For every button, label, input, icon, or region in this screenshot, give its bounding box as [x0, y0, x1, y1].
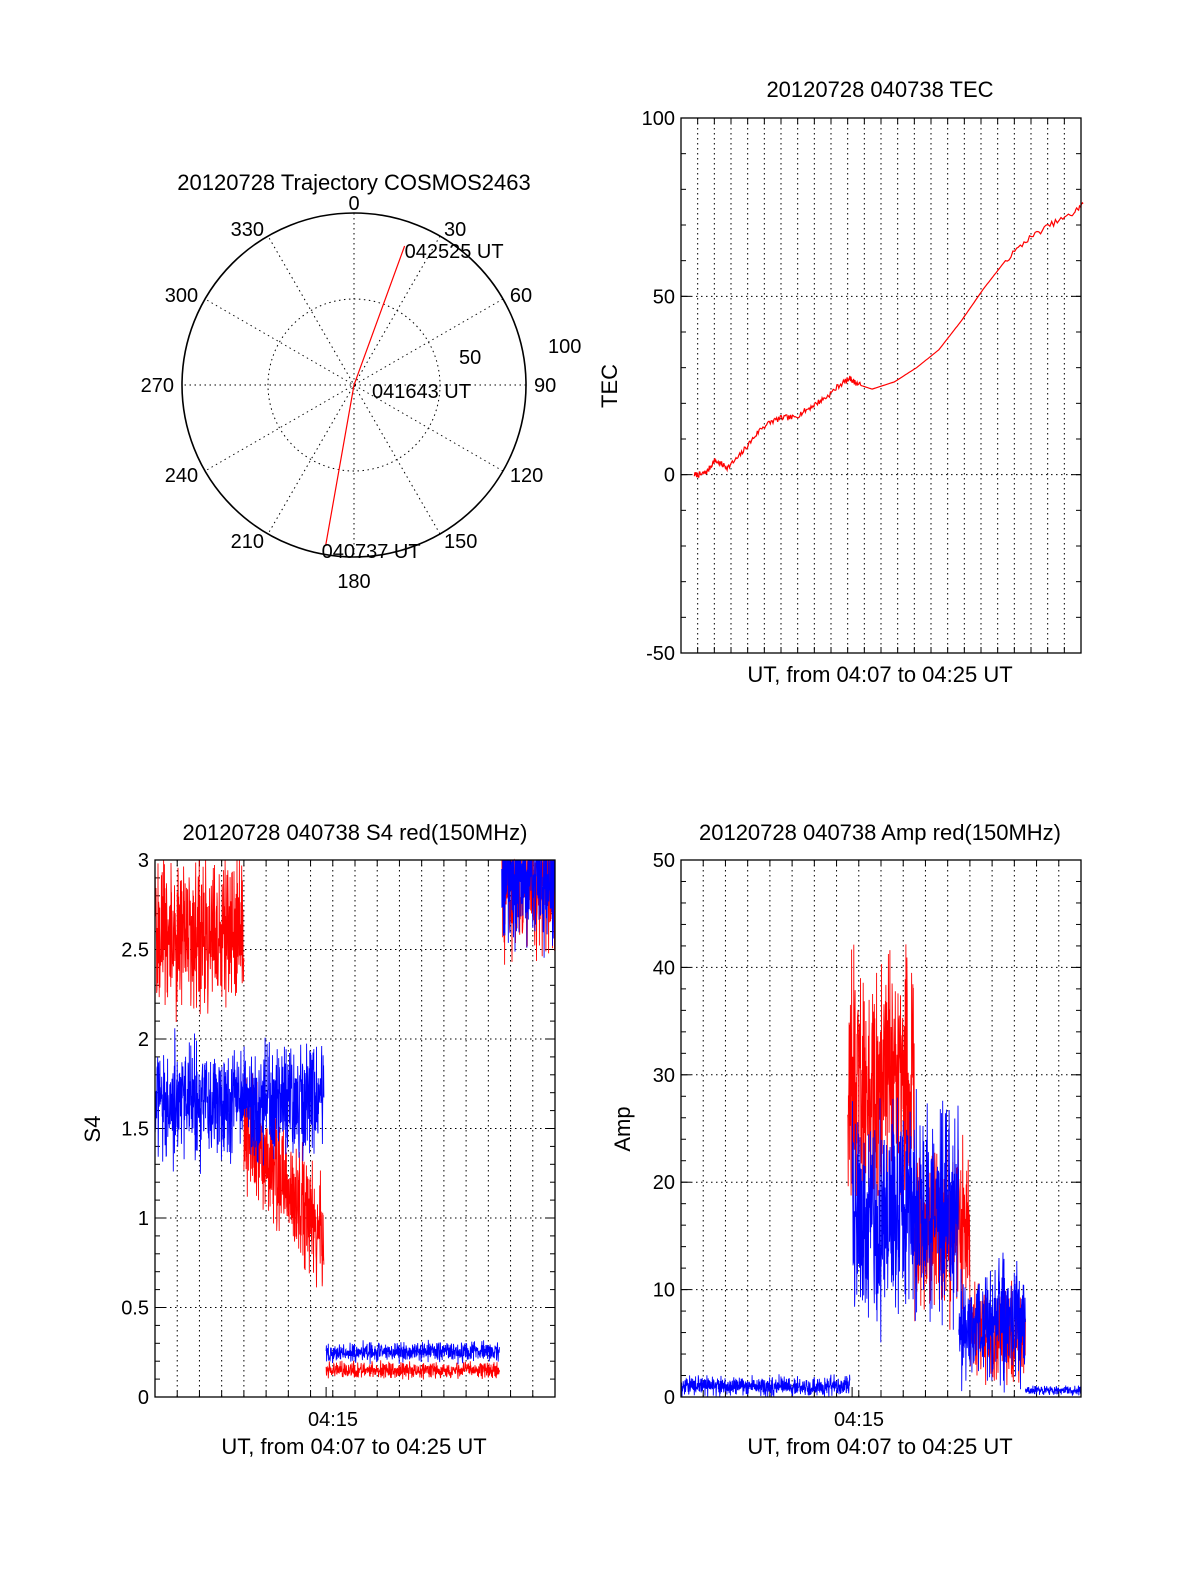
y-tick-label: 0	[664, 1387, 675, 1409]
y-tick-label: 30	[653, 1065, 675, 1087]
polar-azimuth-label: 330	[231, 219, 264, 241]
polar-azimuth-label: 0	[348, 193, 359, 215]
tec-x-label: UT, from 04:07 to 04:25 UT	[747, 662, 1012, 687]
trajectory-line	[325, 245, 406, 547]
y-tick-label: 2.5	[121, 940, 149, 962]
s4-x-label: UT, from 04:07 to 04:25 UT	[221, 1434, 486, 1459]
y-tick-label: 3	[138, 850, 149, 872]
y-tick-label: 100	[642, 108, 675, 130]
blue-series-segment	[325, 1339, 500, 1365]
trajectory-annotation: 040737 UT	[322, 541, 421, 563]
trajectory-annotation: 042525 UT	[405, 241, 504, 263]
polar-azimuth-label: 120	[510, 465, 543, 487]
s4-plot-frame	[154, 859, 556, 1398]
s4-panel: 20120728 040738 S4 red(150MHz) 0 0.5 1 1.5 2…	[80, 820, 556, 1459]
blue-series-segment	[501, 859, 556, 958]
y-tick-label: 50	[653, 850, 675, 872]
tec-panel: 20120728 040738 TEC -50 0 50 100 UT, from 0…	[597, 77, 1084, 687]
red-series-segment	[325, 1360, 500, 1380]
amp-panel: 20120728 040738 Amp red(150MHz) 0 10 20 30 4…	[610, 820, 1082, 1459]
tec-y-label: TEC	[597, 364, 622, 408]
polar-title: 20120728 Trajectory COSMOS2463	[177, 170, 530, 195]
trajectory-annotations: 042525 UT 041643 UT 040737 UT	[322, 241, 504, 563]
y-tick-label: 20	[653, 1172, 675, 1194]
amp-x-label: UT, from 04:07 to 04:25 UT	[747, 1434, 1012, 1459]
red-series-segment	[154, 859, 245, 1023]
polar-azimuth-label: 30	[444, 219, 466, 241]
red-series-segment	[847, 944, 915, 1210]
blue-series-segment	[851, 1088, 960, 1343]
tec-title: 20120728 040738 TEC	[766, 77, 993, 102]
blue-series-segment	[958, 1252, 1026, 1393]
polar-azimuth-label: 240	[165, 465, 198, 487]
polar-grid	[181, 212, 527, 558]
y-tick-label: 0	[664, 465, 675, 487]
s4-title: 20120728 040738 S4 red(150MHz)	[183, 820, 528, 845]
y-tick-label: 1	[138, 1208, 149, 1230]
tec-series-line	[693, 201, 1084, 478]
tec-grid	[681, 117, 1081, 654]
y-tick-label: 1.5	[121, 1119, 149, 1141]
y-tick-label: 10	[653, 1280, 675, 1302]
polar-radial-label: 100	[548, 336, 581, 358]
polar-azimuth-label: 300	[165, 285, 198, 307]
blue-series-segment	[154, 1028, 325, 1174]
y-tick-label: 50	[653, 286, 675, 308]
blue-series-segment	[1024, 1385, 1082, 1396]
polar-azimuth-label: 90	[534, 375, 556, 397]
polar-azimuth-label: 60	[510, 285, 532, 307]
y-tick-label: 2	[138, 1029, 149, 1051]
y-tick-label: 40	[653, 957, 675, 979]
tec-y-ticks: -50 0 50 100	[642, 108, 675, 665]
polar-radial-labels: 50 100	[459, 336, 581, 369]
polar-azimuth-label: 270	[141, 375, 174, 397]
amp-title: 20120728 040738 Amp red(150MHz)	[699, 820, 1061, 845]
s4-x-tick-label: 04:15	[308, 1409, 358, 1431]
amp-y-ticks: 0 10 20 30 40 50	[653, 850, 675, 1409]
polar-azimuth-label: 150	[444, 531, 477, 553]
polar-panel: 20120728 Trajectory COSMOS2463 0 30 60 90 12…	[141, 170, 582, 593]
s4-y-ticks: 0 0.5 1 1.5 2 2.5 3	[121, 850, 149, 1409]
amp-series	[680, 944, 1082, 1398]
y-tick-label: 0	[138, 1387, 149, 1409]
polar-radial-label: 50	[459, 347, 481, 369]
tec-plot-frame	[680, 117, 1082, 654]
polar-azimuth-label: 210	[231, 531, 264, 553]
y-tick-label: 0.5	[121, 1298, 149, 1320]
amp-x-tick-label: 04:15	[834, 1409, 884, 1431]
polar-azimuth-label: 180	[337, 571, 370, 593]
trajectory-annotation: 041643 UT	[372, 381, 471, 403]
amp-plot-frame	[680, 859, 1082, 1398]
polar-azimuth-labels: 0 30 60 90 120 150 180 210 240 270 300 330	[141, 193, 557, 593]
y-tick-label: -50	[646, 643, 675, 665]
amp-y-label: Amp	[610, 1106, 635, 1151]
blue-series-segment	[680, 1374, 851, 1398]
s4-y-label: S4	[80, 1116, 105, 1143]
s4-series	[154, 858, 556, 1380]
